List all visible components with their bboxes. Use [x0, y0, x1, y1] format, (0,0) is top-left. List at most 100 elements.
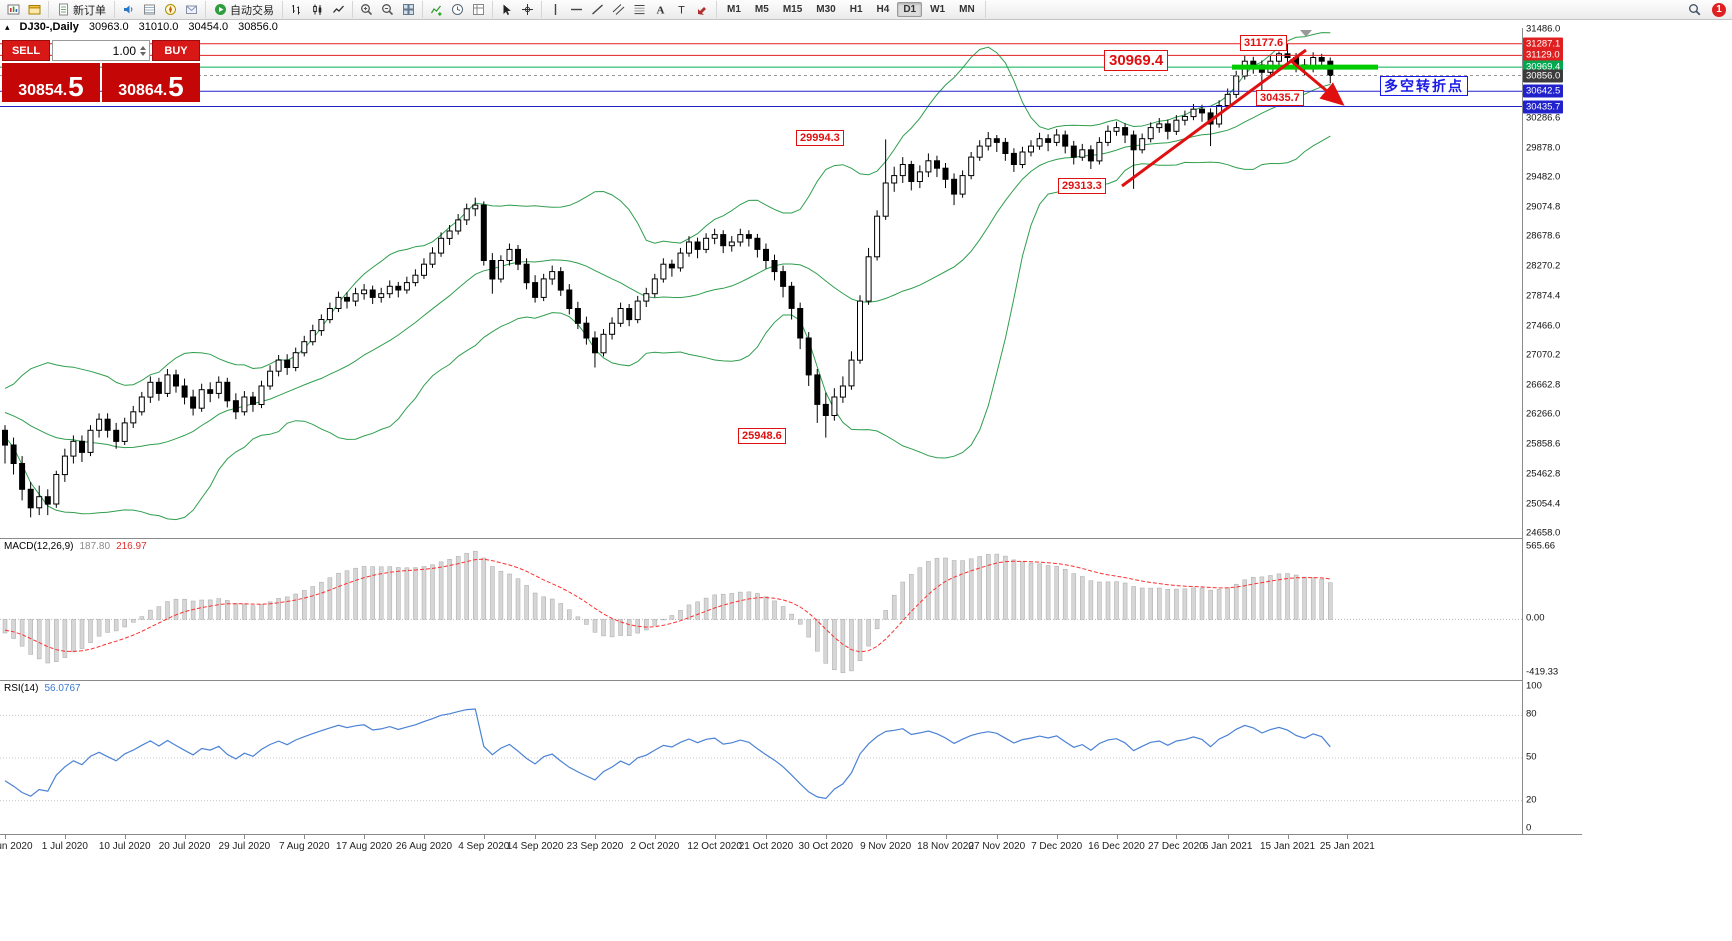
date-label: 27 Dec 2020 [1147, 841, 1205, 852]
rsi-panel[interactable]: RSI(14) 56.0767 [0, 680, 1522, 835]
zoom-out-icon[interactable] [378, 1, 397, 18]
price-label: 31129.0 [1523, 48, 1563, 62]
arrows-icon[interactable] [693, 1, 712, 18]
date-label: 16 Dec 2020 [1088, 841, 1145, 852]
price-label: 30435.7 [1523, 100, 1564, 114]
timeframe-m1-button[interactable]: M1 [727, 4, 741, 15]
timeframe-d1-button[interactable]: D1 [897, 2, 923, 17]
volume-value: 1.00 [112, 43, 136, 58]
chart-profiles-icon[interactable] [25, 1, 44, 18]
date-label: 18 Nov 2020 [917, 841, 974, 852]
main-chart[interactable] [0, 28, 1522, 538]
templates-icon[interactable] [469, 1, 488, 18]
trendline-icon[interactable] [588, 1, 607, 18]
rsi-axis: 100 80 50 20 0 [1522, 680, 1582, 834]
line-chart-icon[interactable] [329, 1, 348, 18]
volume-field[interactable]: 1.00 [52, 40, 150, 61]
market-watch-icon[interactable] [119, 1, 138, 18]
search-icon[interactable] [1685, 1, 1704, 18]
chart-annotation[interactable]: 30969.4 [1104, 50, 1169, 71]
chart-annotation[interactable]: 29313.3 [1058, 178, 1106, 194]
bar-chart-icon[interactable] [287, 1, 306, 18]
price-tick: 27874.4 [1526, 290, 1561, 302]
chart-annotation[interactable]: 多空转折点 [1380, 76, 1468, 96]
timeframe-m15-button[interactable]: M15 [782, 4, 803, 15]
symbol-period-label: DJ30-,Daily [19, 21, 79, 33]
terminal-icon[interactable] [182, 1, 201, 18]
sell-price-pip: 5 [68, 71, 84, 102]
macd-tick: 565.66 [1526, 540, 1556, 552]
date-label: 20 Jul 2020 [158, 841, 211, 852]
fibonacci-icon[interactable] [630, 1, 649, 18]
volume-down-icon[interactable] [140, 51, 146, 56]
timeframe-mn-button[interactable]: MN [959, 4, 975, 15]
volume-spinner[interactable] [140, 45, 146, 56]
time-axis[interactable]: 22 Jun 2020 1 Jul 2020 10 Jul 2020 20 Jul 2… [0, 834, 1582, 863]
price-tick: 27070.2 [1526, 349, 1561, 361]
rsi-tick: 100 [1526, 680, 1542, 692]
indicators-icon[interactable] [427, 1, 446, 18]
date-label: 29 Jul 2020 [218, 841, 271, 852]
date-label: 7 Dec 2020 [1031, 841, 1083, 852]
buy-button[interactable]: BUY [152, 40, 200, 61]
date-label: 27 Nov 2020 [968, 841, 1026, 852]
horizontal-line-icon[interactable] [567, 1, 586, 18]
quote-bar: ▴ DJ30-,Daily 30963.0 31010.0 30454.0 30… [5, 21, 278, 33]
cursor-icon[interactable] [497, 1, 516, 18]
buy-price[interactable]: 30864. 5 [102, 63, 200, 102]
autotrade-button[interactable]: 自动交易 [210, 1, 278, 18]
tile-windows-icon[interactable] [399, 1, 418, 18]
vertical-line-icon[interactable] [546, 1, 565, 18]
timeframe-h4-button[interactable]: H4 [876, 4, 890, 15]
notification-badge[interactable]: 1 [1712, 2, 1726, 17]
date-label: 15 Jan 2021 [1259, 841, 1316, 852]
date-label: 7 Aug 2020 [278, 841, 330, 852]
chart-annotation[interactable]: 29994.3 [796, 130, 844, 146]
zoom-in-icon[interactable] [357, 1, 376, 18]
timeframe-m30-button[interactable]: M30 [816, 4, 836, 15]
open-value: 30963.0 [88, 21, 129, 33]
candlestick-chart-icon[interactable] [308, 1, 327, 18]
date-label: 4 Sep 2020 [458, 841, 510, 852]
date-label: 30 Oct 2020 [798, 841, 854, 852]
date-label: 10 Jul 2020 [98, 841, 151, 852]
price-tick: 28270.2 [1526, 260, 1561, 272]
equidistant-channel-icon[interactable] [609, 1, 628, 18]
rsi-tick: 20 [1526, 794, 1537, 806]
new-chart-icon[interactable] [4, 1, 23, 18]
timeframe-h1-button[interactable]: H1 [849, 4, 863, 15]
new-order-button[interactable]: 新订单 [53, 1, 110, 18]
navigator-icon[interactable] [161, 1, 180, 18]
macd-tick: -419.33 [1526, 666, 1559, 678]
crosshair-icon[interactable] [518, 1, 537, 18]
timeframe-w1-button[interactable]: W1 [930, 4, 946, 15]
text-label-icon[interactable]: T [672, 1, 691, 18]
date-label: 23 Sep 2020 [566, 841, 624, 852]
price-tick: 29878.0 [1526, 142, 1561, 154]
chart-annotation[interactable]: 31177.6 [1240, 35, 1288, 51]
text-icon[interactable]: A [651, 1, 670, 18]
date-label: 2 Oct 2020 [630, 841, 680, 852]
sell-button[interactable]: SELL [2, 40, 50, 61]
data-window-icon[interactable] [140, 1, 159, 18]
volume-up-icon[interactable] [140, 45, 146, 50]
macd-panel[interactable]: MACD(12,26,9) 187.80 216.97 [0, 538, 1522, 681]
sell-price[interactable]: 30854. 5 [2, 63, 100, 102]
buy-price-main: 30864. [118, 82, 168, 99]
price-tick: 30286.6 [1526, 112, 1561, 124]
one-click-trading-panel: SELL 1.00 BUY 30854. 5 30864. 5 [2, 40, 200, 102]
svg-text:A: A [657, 5, 665, 17]
price-tick: 25054.4 [1526, 498, 1561, 510]
chart-annotations: 31177.6 30969.4 30435.7 29994.3 29313.3 25948… [0, 28, 1522, 538]
chart-annotation[interactable]: 25948.6 [738, 428, 786, 444]
price-axis[interactable]: 31486.0 30286.6 29878.0 29482.0 29074.8 28678… [1522, 24, 1582, 539]
timeframe-m5-button[interactable]: M5 [754, 4, 769, 15]
price-tick: 26662.8 [1526, 379, 1561, 391]
date-label: 22 Jun 2020 [0, 841, 33, 852]
price-tick: 28678.6 [1526, 230, 1561, 242]
periods-icon[interactable] [448, 1, 467, 18]
chart-annotation[interactable]: 30435.7 [1256, 90, 1304, 106]
high-value: 31010.0 [138, 21, 179, 33]
price-tick: 25462.8 [1526, 468, 1561, 480]
